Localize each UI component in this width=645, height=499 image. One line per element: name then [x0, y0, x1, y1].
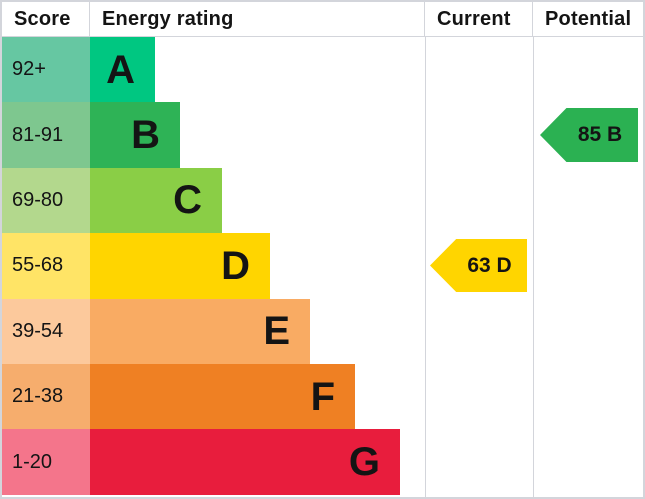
score-range-c: 69-80 — [2, 167, 90, 234]
band-row-a: 92+ A — [2, 37, 643, 103]
potential-column-divider — [533, 36, 534, 497]
rating-bar-g: G — [90, 429, 400, 495]
band-row-g: 1-20 G — [2, 429, 643, 495]
band-row-d: 55-68 D — [2, 233, 643, 299]
header-score: Score — [2, 2, 90, 36]
potential-rating-label: 85 B — [577, 123, 623, 146]
rating-bar-c: C — [90, 167, 222, 234]
band-row-e: 39-54 E — [2, 298, 643, 364]
score-range-d: 55-68 — [2, 233, 90, 299]
score-range-f: 21-38 — [2, 363, 90, 430]
header-energy-rating: Energy rating — [90, 2, 425, 36]
table-header: Score Energy rating Current Potential — [2, 2, 643, 37]
score-range-g: 1-20 — [2, 429, 90, 495]
current-column-divider — [425, 36, 426, 497]
band-row-b: 81-91 B — [2, 102, 643, 168]
rating-bar-b: B — [90, 102, 180, 168]
rating-bands: 92+ A 81-91 B 69-80 C 55-68 D 39-54 E 21… — [2, 37, 643, 495]
rating-bar-a: A — [90, 37, 155, 103]
band-row-f: 21-38 F — [2, 363, 643, 430]
band-row-c: 69-80 C — [2, 167, 643, 234]
header-potential: Potential — [545, 7, 632, 30]
score-range-a: 92+ — [2, 37, 90, 103]
current-rating-label: 63 D — [467, 253, 512, 277]
rating-bar-e: E — [90, 298, 310, 364]
rating-bar-f: F — [90, 363, 355, 430]
header-current: Current — [425, 2, 533, 36]
score-range-b: 81-91 — [2, 102, 90, 168]
rating-bar-d: D — [90, 233, 270, 299]
score-range-e: 39-54 — [2, 298, 90, 364]
